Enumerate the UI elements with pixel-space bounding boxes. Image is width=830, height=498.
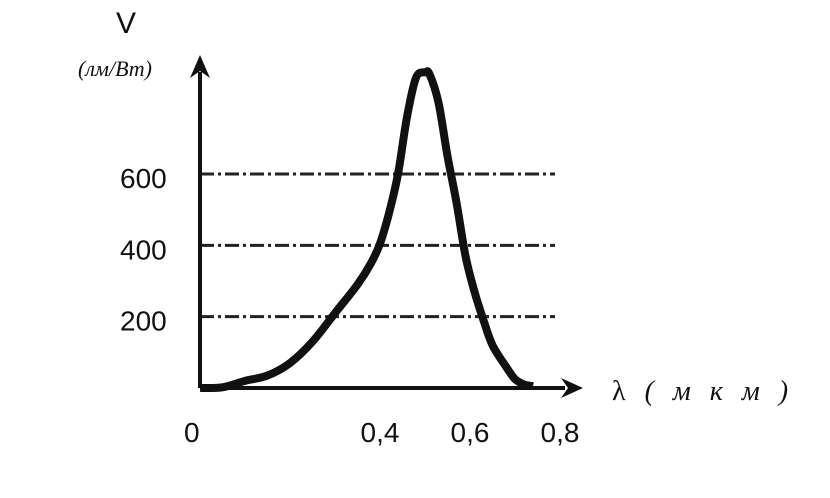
y-tick-label-200: 200: [120, 306, 167, 337]
x-tick-label-0-4: 0,4: [361, 417, 400, 448]
y-tick-labels: 200 400 600: [120, 163, 167, 337]
x-tick-label-0-8: 0,8: [541, 417, 580, 448]
y-tick-label-400: 400: [120, 234, 167, 265]
x-tick-labels: 0,4 0,6 0,8: [361, 417, 580, 448]
y-axis-arrow: [190, 55, 210, 78]
series-line-0: [199, 67, 534, 393]
x-tick-label-0-6: 0,6: [451, 417, 490, 448]
x-axis-label: λ ( м к м ): [612, 376, 794, 407]
x-axis-symbol: λ: [612, 376, 626, 407]
y-axis-unit: (лм/Вт): [78, 56, 152, 81]
x-axis-unit: ( м к м ): [645, 376, 794, 407]
y-tick-label-600: 600: [120, 163, 167, 194]
x-axis-arrow: [561, 378, 583, 398]
y-axis-label: V: [116, 7, 136, 40]
origin-label: 0: [184, 417, 200, 448]
